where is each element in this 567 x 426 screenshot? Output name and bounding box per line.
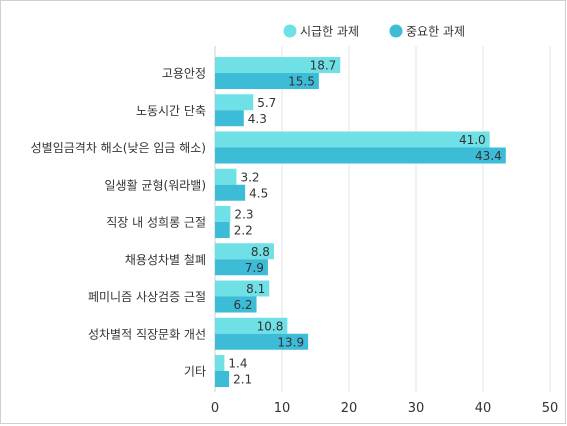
bar-urgent [215, 168, 237, 185]
bar-important [215, 110, 244, 127]
value-label: 8.1 [246, 282, 265, 296]
value-label: 8.8 [251, 245, 270, 259]
bar-important [215, 371, 230, 387]
x-tick-label: 30 [408, 401, 425, 416]
value-label: 2.3 [234, 208, 253, 222]
bar-important [215, 296, 257, 313]
bar-urgent [215, 243, 274, 260]
x-tick-label: 50 [542, 401, 559, 416]
category-label: 직장 내 성희롱 근절 [106, 216, 206, 230]
x-tick-label: 0 [211, 401, 219, 416]
bar-urgent [215, 94, 254, 111]
legend-label: 중요한 과제 [406, 25, 465, 39]
bar-important [215, 73, 319, 89]
value-label: 7.9 [245, 261, 264, 275]
value-label: 10.8 [257, 319, 284, 333]
value-label: 3.2 [240, 170, 259, 184]
value-label: 43.4 [475, 149, 502, 163]
value-label: 1.4 [228, 357, 247, 371]
bar-urgent [215, 280, 270, 297]
legend-swatch [283, 24, 297, 38]
value-label: 4.5 [249, 186, 268, 200]
category-label: 일생활 균형(워라밸) [105, 178, 207, 192]
category-label: 기타 [184, 365, 206, 379]
category-label: 고용안정 [162, 67, 206, 81]
category-label: 채용성차별 철폐 [125, 253, 206, 267]
category-label: 성별임금격차 해소(낮은 임금 해소) [31, 141, 206, 155]
legend-label: 시급한 과제 [300, 25, 359, 39]
bar-urgent [215, 206, 231, 222]
bar-important [215, 184, 246, 201]
x-tick-label: 10 [274, 401, 291, 416]
legend-swatch [389, 24, 403, 38]
bar-urgent [215, 131, 490, 148]
x-tick-label: 20 [341, 401, 358, 416]
bar-important [215, 259, 268, 276]
value-label: 2.2 [234, 224, 253, 238]
value-label: 5.7 [257, 96, 276, 110]
value-label: 15.5 [288, 75, 315, 89]
category-label: 페미니즘 사상검증 근절 [88, 290, 206, 304]
value-label: 41.0 [459, 133, 486, 147]
bar-important [215, 147, 506, 164]
bar-urgent [215, 355, 225, 371]
category-label: 성차별적 직장문화 개선 [88, 327, 206, 341]
value-label: 13.9 [277, 335, 304, 349]
bar-important [215, 222, 230, 238]
bar-important [215, 333, 309, 350]
value-label: 2.1 [233, 373, 252, 387]
value-label: 6.2 [233, 298, 252, 312]
value-label: 18.7 [310, 59, 337, 73]
bar-urgent [215, 57, 341, 73]
category-label: 노동시간 단축 [136, 104, 206, 118]
value-label: 4.3 [248, 112, 267, 126]
bar-urgent [215, 317, 288, 334]
x-tick-label: 40 [475, 401, 492, 416]
